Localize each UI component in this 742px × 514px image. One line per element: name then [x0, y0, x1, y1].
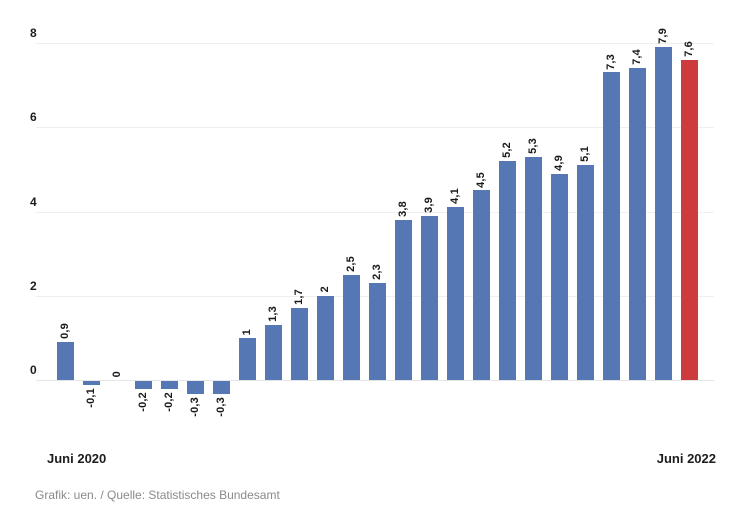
y-gridline: [36, 212, 714, 213]
bar: [394, 219, 412, 380]
x-axis-baseline: [36, 380, 714, 381]
bar: [420, 215, 438, 380]
y-axis-tick-label: 0: [30, 363, 37, 377]
bar-value-label: 2: [319, 286, 331, 293]
x-axis-end-label: Juni 2022: [656, 451, 716, 466]
bar-value-label: 0,9: [59, 323, 71, 340]
bar-value-label: 4,1: [449, 188, 461, 205]
x-axis-start-label: Juni 2020: [47, 451, 107, 466]
bar-value-label: 7,3: [605, 53, 617, 70]
bar-value-label: 4,5: [475, 171, 487, 188]
bar: [342, 274, 360, 380]
y-axis-tick-label: 6: [30, 110, 37, 125]
bar-value-label: 7,9: [657, 28, 669, 45]
bar: [576, 165, 594, 380]
bar-value-label: 4,9: [553, 154, 565, 171]
bar-value-label: 5,2: [501, 142, 513, 158]
bar-value-label: 1,7: [293, 289, 305, 306]
bar-value-label: 7,4: [631, 49, 643, 66]
y-gridline: [36, 127, 714, 128]
bar-highlighted: [680, 59, 698, 380]
bar-value-label: -0,2: [163, 392, 175, 413]
bar: [134, 381, 152, 390]
bar-value-label: 1: [241, 328, 253, 335]
y-axis-tick-label: 2: [30, 278, 37, 293]
bar: [160, 381, 178, 390]
bar: [290, 308, 308, 380]
bar-value-label: -0,1: [85, 388, 97, 408]
bar-value-label: 5,1: [579, 146, 591, 163]
bar-value-label: 0: [111, 370, 123, 377]
bar-value-label: -0,2: [137, 392, 149, 413]
bar-value-label: -0,3: [189, 396, 201, 417]
bar: [628, 68, 646, 380]
bar-value-label: 2,5: [345, 255, 357, 272]
bar: [524, 156, 542, 380]
bar: [56, 342, 74, 380]
source-credit-text: Grafik: uen. / Quelle: Statistisches Bun…: [35, 488, 280, 502]
bar-value-label: -0,3: [215, 396, 227, 417]
bar-value-label: 3,9: [423, 196, 435, 213]
bar-value-label: 7,6: [683, 40, 695, 57]
bar-value-label: 1,3: [267, 306, 279, 323]
bar: [550, 173, 568, 380]
y-axis-tick-label: 8: [30, 26, 37, 40]
bar-value-label: 2,3: [371, 264, 383, 281]
bar: [446, 207, 464, 380]
bar: [186, 381, 204, 394]
bar: [472, 190, 490, 380]
y-gridline: [36, 43, 714, 44]
bar: [654, 47, 672, 380]
bar: [498, 160, 516, 380]
y-axis-tick-label: 4: [30, 194, 37, 209]
bar: [368, 283, 386, 380]
bar: [264, 325, 282, 380]
bar: [316, 295, 334, 380]
bar: [82, 381, 100, 386]
bar-value-label: 5,3: [527, 137, 539, 154]
bar-value-label: 3,8: [397, 201, 409, 217]
bar: [602, 72, 620, 380]
bar: [238, 337, 256, 380]
bar: [212, 381, 230, 394]
